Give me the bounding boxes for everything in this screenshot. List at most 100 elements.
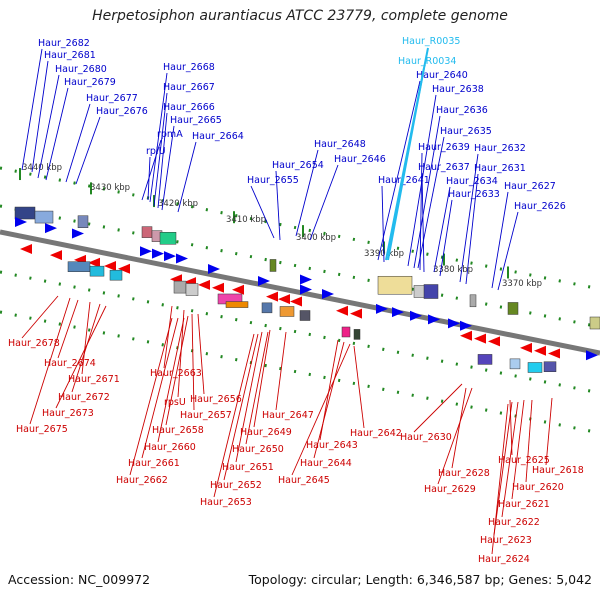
- reverse-gene-label[interactable]: Haur_2662: [116, 475, 168, 486]
- reverse-gene-block[interactable]: [509, 358, 521, 370]
- forward-gene-label[interactable]: Haur_2680: [55, 64, 107, 75]
- forward-gene-label[interactable]: Haur_2655: [247, 175, 299, 186]
- forward-gene-block[interactable]: [159, 232, 177, 245]
- reverse-gene-block[interactable]: [185, 283, 199, 296]
- forward-gene-arrow[interactable]: [208, 263, 220, 274]
- reverse-gene-block[interactable]: [279, 306, 295, 317]
- reverse-gene-block[interactable]: [299, 310, 311, 321]
- rna-gene-label[interactable]: Haur_R0034: [398, 56, 456, 67]
- reverse-gene-arrow[interactable]: [198, 279, 210, 290]
- reverse-gene-block[interactable]: [261, 302, 273, 314]
- reverse-gene-arrow[interactable]: [548, 348, 560, 359]
- reverse-gene-label[interactable]: Haur_2673: [42, 408, 94, 419]
- forward-gene-label[interactable]: Haur_2636: [436, 105, 488, 116]
- forward-gene-arrow[interactable]: [15, 217, 27, 228]
- forward-gene-arrow[interactable]: [152, 248, 164, 259]
- forward-gene-arrow[interactable]: [448, 318, 460, 329]
- reverse-gene-arrow[interactable]: [534, 345, 546, 356]
- reverse-gene-label[interactable]: Haur_2678: [8, 338, 60, 349]
- reverse-gene-block[interactable]: [173, 280, 187, 294]
- forward-gene-label[interactable]: Haur_2631: [474, 163, 526, 174]
- reverse-gene-label[interactable]: Haur_2618: [532, 465, 584, 476]
- forward-gene-arrow[interactable]: [392, 307, 404, 318]
- forward-gene-label[interactable]: Haur_2627: [504, 181, 556, 192]
- reverse-gene-label[interactable]: Haur_2650: [232, 444, 284, 455]
- reverse-gene-block[interactable]: [67, 261, 91, 272]
- reverse-gene-block[interactable]: [543, 361, 557, 372]
- forward-gene-arrow[interactable]: [376, 303, 388, 314]
- forward-gene-block[interactable]: [77, 215, 89, 228]
- forward-gene-label[interactable]: Haur_2634: [446, 176, 498, 187]
- reverse-gene-label[interactable]: Haur_2657: [180, 410, 232, 421]
- reverse-gene-label[interactable]: Haur_2663: [150, 368, 202, 379]
- reverse-gene-label[interactable]: Haur_2652: [210, 480, 262, 491]
- reverse-gene-label[interactable]: rpsU: [164, 397, 186, 408]
- reverse-gene-label[interactable]: Haur_2656: [190, 394, 242, 405]
- forward-gene-label[interactable]: Haur_2646: [334, 154, 386, 165]
- reverse-gene-block[interactable]: [353, 329, 361, 340]
- forward-gene-label[interactable]: Haur_2667: [163, 82, 215, 93]
- reverse-gene-label[interactable]: Haur_2660: [144, 442, 196, 453]
- forward-gene-arrow[interactable]: [258, 276, 270, 287]
- forward-gene-label[interactable]: Haur_2664: [192, 131, 244, 142]
- forward-gene-label[interactable]: Haur_2640: [416, 70, 468, 81]
- forward-gene-label[interactable]: Haur_2637: [418, 162, 470, 173]
- reverse-gene-arrow[interactable]: [290, 296, 302, 307]
- forward-gene-label[interactable]: Haur_2676: [96, 106, 148, 117]
- reverse-gene-label[interactable]: Haur_2671: [68, 374, 120, 385]
- reverse-gene-label[interactable]: Haur_2675: [16, 424, 68, 435]
- reverse-gene-arrow[interactable]: [50, 250, 62, 261]
- reverse-gene-arrow[interactable]: [336, 305, 348, 316]
- forward-gene-label[interactable]: Haur_2632: [474, 143, 526, 154]
- forward-gene-arrow[interactable]: [72, 228, 84, 239]
- reverse-gene-label[interactable]: Haur_2621: [498, 499, 550, 510]
- reverse-gene-arrow[interactable]: [474, 333, 486, 344]
- reverse-gene-label[interactable]: Haur_2624: [478, 554, 530, 565]
- reverse-gene-label[interactable]: Haur_2620: [512, 482, 564, 493]
- forward-gene-label[interactable]: Haur_2638: [432, 84, 484, 95]
- forward-gene-arrow[interactable]: [410, 310, 422, 321]
- reverse-gene-label[interactable]: Haur_2643: [306, 440, 358, 451]
- reverse-gene-arrow[interactable]: [266, 291, 278, 302]
- forward-gene-block[interactable]: [469, 294, 477, 308]
- forward-gene-label[interactable]: Haur_2665: [170, 115, 222, 126]
- forward-gene-block[interactable]: [377, 275, 413, 295]
- rna-gene-label[interactable]: Haur_R0035: [402, 36, 460, 47]
- forward-gene-arrow[interactable]: [428, 314, 440, 325]
- reverse-gene-arrow[interactable]: [88, 257, 100, 268]
- forward-gene-label[interactable]: rpmA: [157, 129, 183, 140]
- reverse-gene-arrow[interactable]: [520, 342, 532, 353]
- reverse-gene-arrow[interactable]: [278, 294, 290, 305]
- reverse-gene-arrow[interactable]: [118, 263, 130, 274]
- reverse-gene-arrow[interactable]: [104, 260, 116, 271]
- reverse-gene-arrow[interactable]: [212, 282, 224, 293]
- forward-gene-block[interactable]: [423, 284, 439, 299]
- forward-gene-label[interactable]: Haur_2633: [448, 189, 500, 200]
- reverse-gene-label[interactable]: Haur_2661: [128, 458, 180, 469]
- reverse-gene-label[interactable]: Haur_2623: [480, 535, 532, 546]
- reverse-gene-label[interactable]: Haur_2647: [262, 410, 314, 421]
- reverse-gene-label[interactable]: Haur_2630: [400, 432, 452, 443]
- reverse-gene-label[interactable]: Haur_2622: [488, 517, 540, 528]
- forward-gene-block[interactable]: [34, 210, 54, 224]
- reverse-gene-label[interactable]: Haur_2672: [58, 392, 110, 403]
- forward-gene-arrow[interactable]: [164, 251, 176, 262]
- forward-gene-arrow[interactable]: [586, 350, 598, 361]
- forward-gene-label[interactable]: Haur_2666: [163, 102, 215, 113]
- reverse-gene-block[interactable]: [225, 301, 249, 308]
- reverse-gene-block[interactable]: [109, 269, 123, 281]
- forward-gene-label[interactable]: Haur_2648: [314, 139, 366, 150]
- reverse-gene-label[interactable]: Haur_2625: [498, 455, 550, 466]
- forward-gene-label[interactable]: rplU: [146, 146, 166, 157]
- reverse-gene-label[interactable]: Haur_2629: [424, 484, 476, 495]
- reverse-gene-arrow[interactable]: [350, 308, 362, 319]
- forward-gene-label[interactable]: Haur_2668: [163, 62, 215, 73]
- forward-gene-label[interactable]: Haur_2635: [440, 126, 492, 137]
- forward-gene-label[interactable]: Haur_2654: [272, 160, 324, 171]
- forward-gene-label[interactable]: Haur_2679: [64, 77, 116, 88]
- reverse-gene-arrow[interactable]: [20, 244, 32, 255]
- reverse-gene-arrow[interactable]: [460, 330, 472, 341]
- forward-gene-label[interactable]: Haur_2626: [514, 201, 566, 212]
- reverse-gene-arrow[interactable]: [232, 284, 244, 295]
- reverse-gene-block[interactable]: [341, 326, 351, 338]
